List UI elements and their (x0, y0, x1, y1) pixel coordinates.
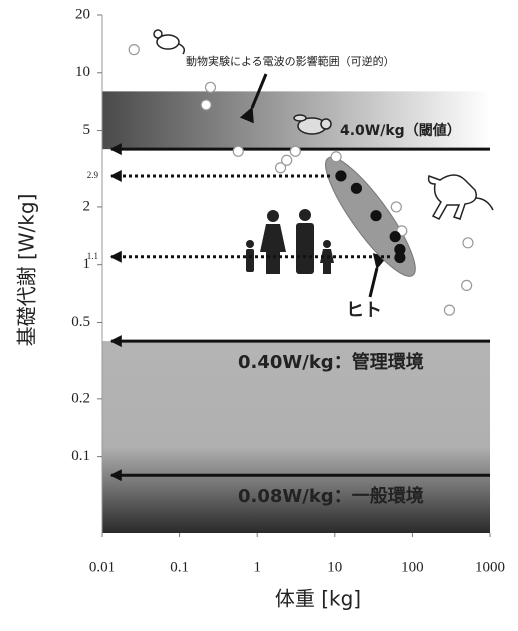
data-point (390, 232, 400, 242)
y-tick-label: 5 (83, 122, 91, 138)
y-tick-label: 10 (75, 64, 90, 80)
annotation: ヒト (346, 300, 382, 321)
x-tick-label: 0.01 (89, 559, 115, 575)
reference-label: 0.08W/kg：一般環境 (238, 485, 424, 507)
human-icons (246, 209, 334, 274)
data-point (444, 305, 454, 315)
x-tick-label: 1 (253, 559, 261, 575)
y-axis-label: 基礎代謝 [W/kg] (15, 194, 39, 347)
x-axis-label: 体重 [kg] (275, 587, 361, 611)
annotation-arrow (370, 268, 377, 297)
mouse-icon (154, 30, 184, 54)
data-point (233, 146, 243, 156)
horse-icon (429, 175, 493, 219)
data-point (290, 146, 300, 156)
data-point (201, 100, 211, 110)
x-tick-label: 1000 (475, 559, 505, 575)
x-tick-label: 0.1 (170, 559, 189, 575)
annotation: 動物実験による電波の影響範囲（可逆的） (186, 54, 395, 68)
y-tick-label: 0.1 (71, 448, 90, 464)
x-tick-label: 10 (327, 559, 342, 575)
data-point (463, 238, 473, 248)
level-label: 1.1 (87, 251, 98, 261)
data-point (331, 152, 341, 162)
page: {"chart_data": {"type": "scatter", "x_la… (0, 0, 518, 631)
chart: 動物実験による電波の影響範囲（可逆的） ヒト 体重 [kg] 基礎代謝 [W/k… (0, 0, 518, 631)
x-tick-label: 100 (401, 559, 424, 575)
data-point (282, 155, 292, 165)
data-point (391, 202, 401, 212)
data-point (205, 82, 215, 92)
data-point (395, 253, 405, 263)
data-point (336, 171, 346, 181)
data-point (371, 211, 381, 221)
reference-label: 0.40W/kg：管理環境 (238, 351, 424, 373)
data-point (462, 280, 472, 290)
data-point (129, 45, 139, 55)
regions (102, 91, 490, 533)
y-tick-label: 2 (83, 198, 91, 214)
data-point (351, 183, 361, 193)
y-tick-label: 20 (75, 6, 90, 22)
y-tick-label: 0.5 (71, 314, 90, 330)
reference-label: 4.0W/kg（閾値） (340, 122, 461, 139)
level-label: 2.9 (87, 170, 99, 180)
y-tick-label: 0.2 (71, 390, 90, 406)
